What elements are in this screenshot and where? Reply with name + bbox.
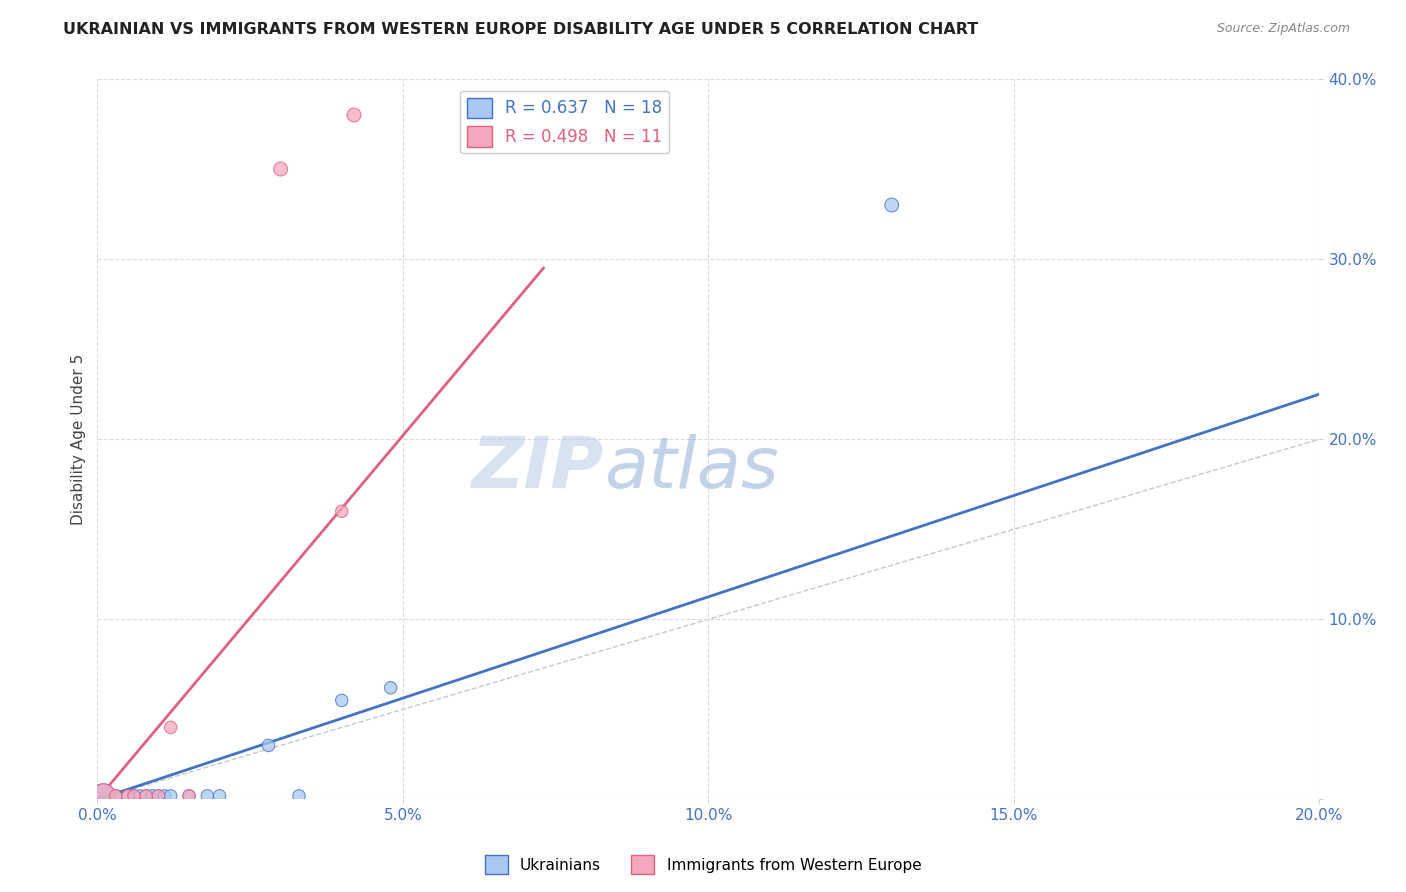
- Text: ZIP: ZIP: [472, 434, 605, 502]
- Point: [135, 789, 157, 803]
- Point: [330, 504, 353, 518]
- Point: [122, 789, 145, 803]
- Legend: R = 0.637   N = 18, R = 0.498   N = 11: R = 0.637 N = 18, R = 0.498 N = 11: [460, 91, 669, 153]
- Point: [330, 693, 353, 707]
- Point: [129, 789, 152, 803]
- Point: [380, 681, 402, 695]
- Point: [270, 162, 292, 177]
- Text: UKRAINIAN VS IMMIGRANTS FROM WESTERN EUROPE DISABILITY AGE UNDER 5 CORRELATION C: UKRAINIAN VS IMMIGRANTS FROM WESTERN EUR…: [63, 22, 979, 37]
- Y-axis label: Disability Age Under 5: Disability Age Under 5: [72, 353, 86, 524]
- Point: [141, 789, 163, 803]
- Point: [159, 720, 181, 734]
- Point: [153, 789, 176, 803]
- Point: [177, 789, 200, 803]
- Point: [195, 789, 218, 803]
- Point: [148, 789, 170, 803]
- Point: [177, 789, 200, 803]
- Point: [159, 789, 181, 803]
- Point: [117, 789, 139, 803]
- Point: [208, 789, 231, 803]
- Point: [122, 789, 145, 803]
- Point: [880, 198, 903, 212]
- Point: [104, 789, 127, 803]
- Point: [257, 739, 280, 753]
- Point: [104, 789, 127, 803]
- Text: atlas: atlas: [605, 434, 779, 502]
- Legend: Ukrainians, Immigrants from Western Europe: Ukrainians, Immigrants from Western Euro…: [478, 849, 928, 880]
- Point: [93, 789, 115, 803]
- Text: Source: ZipAtlas.com: Source: ZipAtlas.com: [1216, 22, 1350, 36]
- Point: [93, 789, 115, 803]
- Point: [343, 108, 366, 122]
- Point: [148, 789, 170, 803]
- Point: [288, 789, 311, 803]
- Point: [135, 789, 157, 803]
- Point: [117, 789, 139, 803]
